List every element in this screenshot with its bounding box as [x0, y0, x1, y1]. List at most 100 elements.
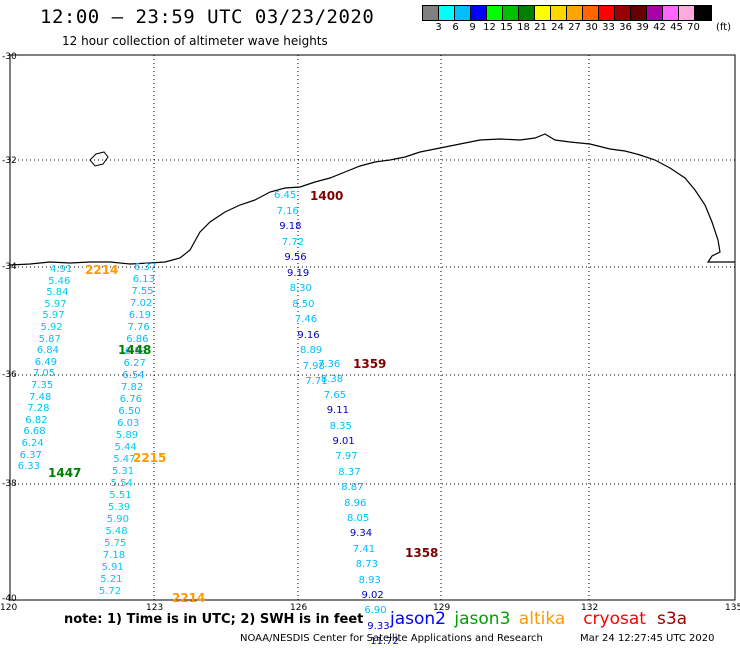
wave-height-value: 8.05	[347, 513, 370, 524]
wave-height-value: 5.54	[110, 478, 133, 489]
pass-time-label: 1447	[48, 466, 82, 480]
wave-height-value: 5.97	[44, 298, 67, 310]
legend-label: 45	[670, 22, 683, 33]
color-legend	[422, 5, 712, 21]
legend-label: 70	[687, 22, 700, 33]
legend-swatch	[535, 6, 551, 20]
legend-swatch	[423, 6, 439, 20]
x-tick-label: 123	[146, 603, 164, 613]
x-tick-label: 129	[433, 603, 451, 613]
wave-height-value: 5.51	[109, 490, 132, 501]
wave-height-value: 6.76	[119, 394, 142, 405]
legend-swatch	[599, 6, 615, 20]
legend-label: 33	[602, 22, 615, 33]
wave-height-value: 9.34	[349, 528, 373, 540]
wave-height-value: 7.55	[131, 286, 154, 297]
legend-label: 27	[568, 22, 581, 33]
legend-swatch	[455, 6, 471, 20]
legend-swatch	[439, 6, 455, 20]
wave-height-value: 7.16	[276, 205, 299, 217]
wave-height-value: 9.56	[284, 252, 307, 263]
credit-text: NOAA/NESDIS Center for Satellite Applica…	[240, 633, 543, 644]
island-kangaroo	[89, 151, 109, 167]
satellite-legend-s3a: s3a	[657, 609, 688, 629]
legend-label: 30	[585, 22, 598, 33]
wave-height-value: 5.92	[40, 322, 63, 333]
wave-height-value: 6.37	[134, 262, 157, 273]
legend-swatch	[663, 6, 679, 20]
legend-swatch	[615, 6, 631, 20]
legend-label: 6	[452, 22, 459, 33]
satellite-legend-cryosat: cryosat	[583, 609, 646, 629]
satellite-legend-altika: altika	[518, 609, 566, 629]
wave-height-value: 5.44	[114, 442, 137, 453]
map-subtitle: 12 hour collection of altimeter wave hei…	[62, 34, 328, 48]
wave-height-value: 6.24	[21, 438, 44, 449]
legend-swatch	[519, 6, 535, 20]
pass-time-label: 2214	[172, 591, 206, 605]
pass-time-label: 1448	[118, 343, 152, 357]
wave-height-value: 5.84	[46, 287, 69, 299]
wave-height-value: 9.19	[287, 267, 310, 279]
wave-height-value: 5.97	[42, 310, 65, 322]
wave-height-value: 6.13	[132, 274, 155, 285]
legend-label: 3	[435, 22, 442, 33]
wave-height-value: 7.97	[335, 451, 358, 463]
legend-label: 42	[653, 22, 666, 33]
x-tick-label: 120	[0, 603, 18, 613]
wave-height-value: 6.37	[19, 449, 42, 461]
wave-height-value: 8.35	[329, 420, 352, 432]
wave-height-value: 7.18	[102, 550, 126, 561]
wave-height-value: 7.46	[294, 314, 318, 325]
wave-height-value: 7.71	[305, 376, 328, 387]
grid-lines	[10, 55, 735, 600]
wave-height-value: 8.73	[355, 559, 378, 571]
wave-height-value: 5.48	[105, 526, 128, 537]
wave-height-value: 6.86	[126, 334, 149, 345]
legend-swatch	[487, 6, 503, 20]
legend-swatch	[567, 6, 583, 20]
footer-note: note: 1) Time is in UTC; 2) SWH is in fe…	[64, 612, 364, 627]
satellite-legend-jason3: jason3	[454, 609, 511, 629]
y-tick-label: -32	[2, 156, 17, 166]
wave-height-value: 7.65	[323, 389, 347, 401]
pass-time-label: 1400	[310, 189, 344, 203]
wave-height-value: 4.91	[50, 264, 73, 275]
wave-height-value: 9.11	[326, 405, 349, 417]
wave-height-value: 5.91	[101, 562, 124, 573]
wave-height-value: 8.96	[344, 497, 367, 509]
wave-height-value: 9.01	[332, 436, 355, 447]
wave-height-value: 8.87	[341, 482, 364, 494]
legend-swatch	[503, 6, 519, 20]
pass-time-label: 1359	[353, 357, 387, 371]
wave-height-value: 7.28	[27, 403, 50, 415]
wave-height-value: 8.37	[338, 466, 361, 478]
legend-label: 39	[636, 22, 649, 33]
wave-height-value: 7.98	[302, 360, 325, 372]
wave-height-value: 6.54	[122, 370, 145, 381]
legend-swatch	[695, 6, 711, 20]
y-tick-label: -36	[2, 370, 17, 380]
wave-height-value: 7.41	[352, 543, 376, 555]
wave-height-value: 7.36	[318, 359, 341, 370]
wave-height-value: 6.03	[117, 418, 140, 429]
y-tick-label: -30	[2, 52, 17, 62]
legend-swatch	[471, 6, 487, 20]
wave-height-value: 8.89	[300, 345, 323, 356]
wave-height-value: 9.16	[297, 329, 320, 341]
wave-height-value: 5.90	[106, 514, 129, 525]
pass-time-label: 2215	[133, 451, 167, 465]
wave-height-value: 9.18	[279, 221, 302, 232]
legend-swatch	[551, 6, 567, 20]
wave-height-value: 9.02	[361, 590, 384, 601]
wave-height-value: 6.50	[118, 406, 141, 417]
wave-height-value: 6.49	[34, 356, 58, 368]
wave-height-value: 7.35	[31, 380, 54, 391]
legend-swatch	[631, 6, 647, 20]
x-tick-label: 126	[290, 603, 308, 613]
wave-height-value: 5.21	[100, 574, 123, 585]
map-frame	[9, 54, 736, 601]
wave-height-value: 5.75	[104, 538, 127, 549]
generation-timestamp: Mar 24 12:27:45 UTC 2020	[580, 633, 715, 644]
wave-height-value: 6.45	[274, 190, 297, 201]
